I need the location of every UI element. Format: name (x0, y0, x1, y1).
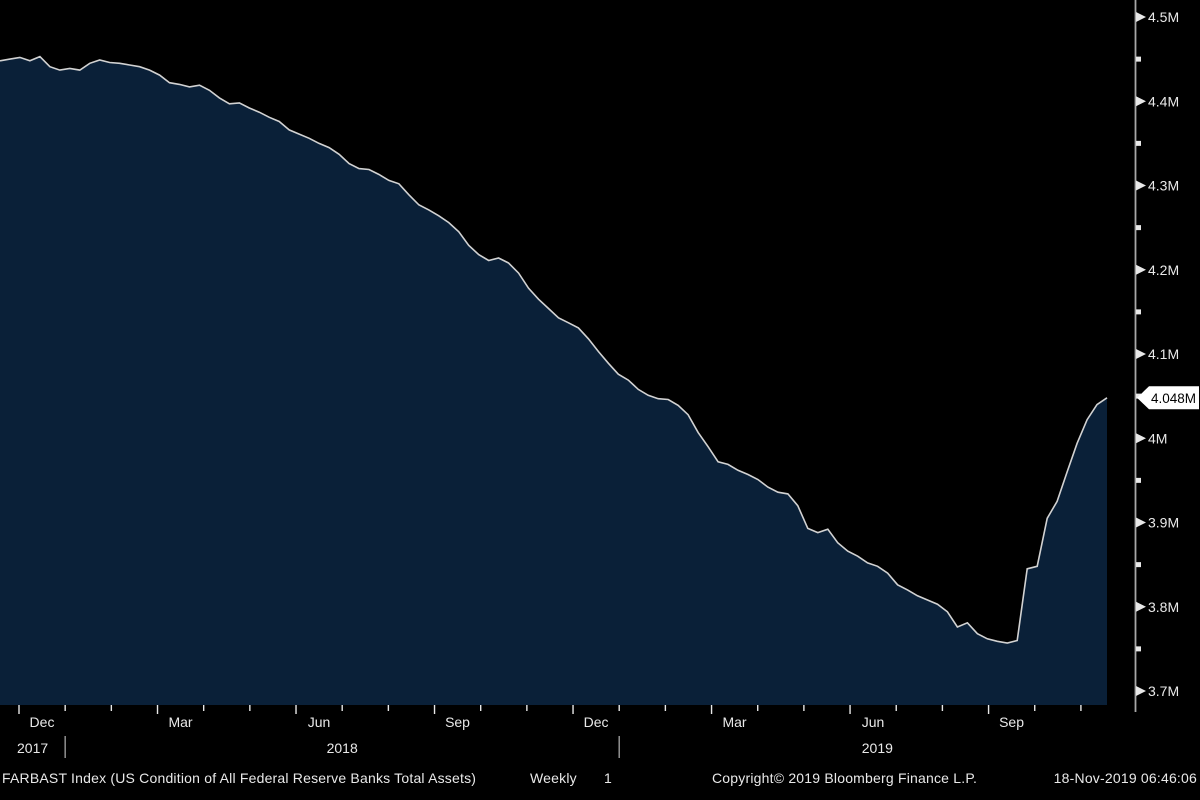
copyright-notice: Copyright© 2019 Bloomberg Finance L.P. (712, 770, 978, 786)
y-axis-tick-arrow-icon (1136, 686, 1146, 696)
x-axis-month-label: Sep (999, 714, 1024, 730)
x-axis-month-label: Jun (308, 714, 331, 730)
last-price-callout (1137, 386, 1199, 410)
y-axis-tick-arrow-icon (1136, 96, 1146, 107)
y-axis-tick-label: 3.8M (1148, 599, 1179, 615)
y-axis-tick-arrow-icon (1136, 601, 1146, 612)
y-axis-minor-tick (1136, 56, 1141, 62)
area-series-fill (0, 56, 1107, 706)
y-axis-tick-arrow-icon (1136, 517, 1146, 528)
chart-frequency-label: Weekly (530, 770, 577, 786)
y-axis-tick-arrow-icon (1136, 264, 1146, 275)
x-axis-month-label: Dec (30, 714, 55, 730)
y-axis-tick-arrow-icon (1136, 12, 1146, 22)
chart-frequency-value: 1 (604, 770, 612, 786)
x-axis-year-label: 2018 (327, 740, 358, 756)
last-price-label: 4.048M (1151, 391, 1196, 406)
y-axis-tick-label: 4M (1148, 430, 1167, 446)
y-axis-minor-tick (1136, 309, 1141, 315)
timestamp: 18-Nov-2019 06:46:06 (1053, 770, 1197, 786)
x-axis-year-label: 2019 (862, 740, 893, 756)
y-axis-tick-label: 4.3M (1148, 178, 1179, 194)
y-axis-tick-label: 3.9M (1148, 515, 1179, 531)
y-axis-tick-arrow-icon (1136, 180, 1146, 191)
price-chart-plot-area[interactable]: 4.5M 4.4M 4.3M 4.2M 4.1M 4M 3.9M 3.8M 3.7M Dec Mar… (0, 0, 1200, 766)
x-axis-month-label: Jun (862, 714, 885, 730)
x-axis-month-label: Mar (722, 714, 746, 730)
y-axis-tick-label: 4.1M (1148, 346, 1179, 362)
y-axis-minor-tick (1136, 225, 1141, 231)
y-axis-tick-arrow-icon (1136, 433, 1146, 444)
y-axis-tick-label: 4.4M (1148, 93, 1179, 109)
y-axis-minor-tick (1136, 393, 1141, 399)
price-line (0, 55, 1108, 644)
y-axis-minor-tick (1136, 562, 1141, 568)
x-axis-month-label: Sep (445, 714, 470, 730)
x-axis-year-label: 2017 (17, 740, 48, 756)
security-description: FARBAST Index (US Condition of All Feder… (2, 770, 477, 786)
y-axis-minor-tick (1136, 140, 1141, 146)
chart-footer: FARBAST Index (US Condition of All Feder… (0, 768, 1200, 794)
y-axis-tick-label: 4.2M (1148, 262, 1179, 278)
y-axis-tick-arrow-icon (1136, 349, 1146, 359)
y-axis-tick-label: 3.7M (1148, 683, 1179, 699)
y-axis-minor-tick (1136, 646, 1141, 652)
x-axis-month-label: Mar (168, 714, 192, 730)
x-axis-month-label: Dec (584, 714, 609, 730)
y-axis-tick-label: 4.5M (1148, 9, 1179, 25)
y-axis-minor-tick (1136, 477, 1141, 483)
